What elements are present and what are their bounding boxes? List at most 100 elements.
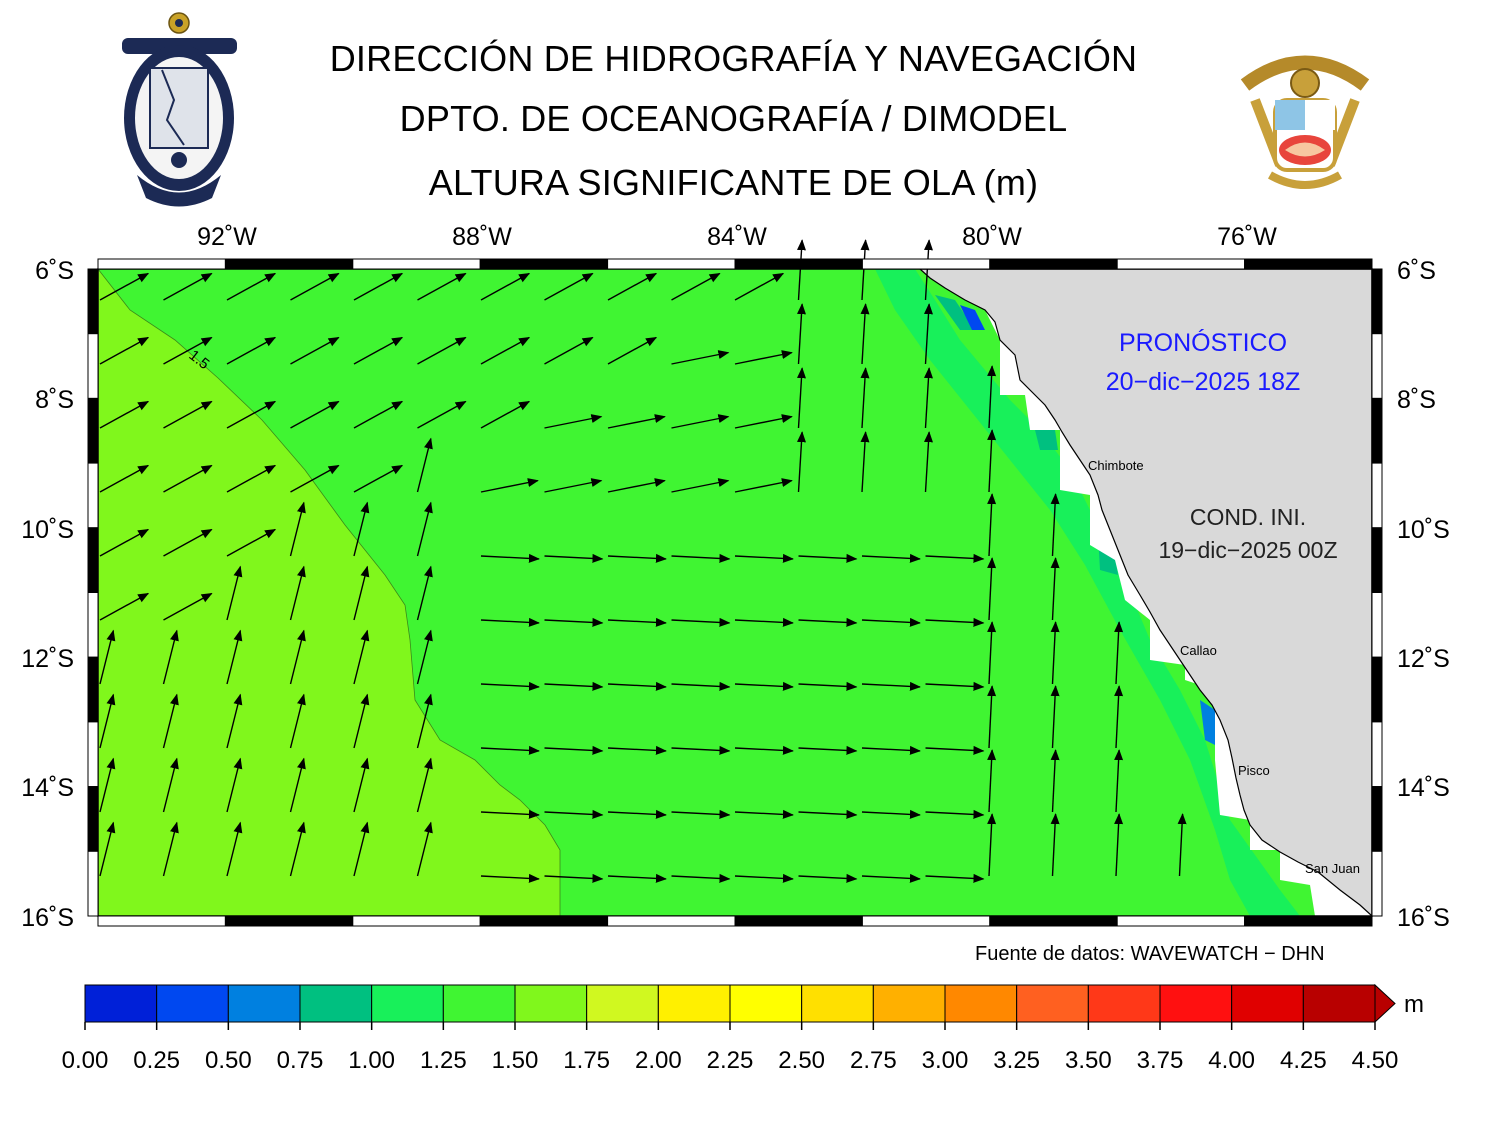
colorbar-swatch (1087, 984, 1161, 1023)
frame-tick-top (1244, 258, 1373, 270)
wave-arrow (1114, 621, 1124, 685)
frame-tick-top (607, 258, 736, 270)
frame-tick-bottom (989, 915, 1118, 927)
wave-arrow (798, 873, 858, 883)
wave-arrow (480, 336, 531, 365)
frame-tick-left (87, 592, 99, 658)
colorbar-swatch (227, 984, 301, 1023)
wave-arrow (416, 757, 433, 813)
wave-arrow (924, 239, 933, 301)
lat-label-16s-left: 16˚S (21, 904, 74, 932)
wave-arrow (289, 629, 306, 685)
wave-arrow (353, 565, 370, 621)
wave-arrow (480, 617, 540, 627)
wave-arrow (987, 813, 997, 877)
wave-arrow (226, 757, 243, 813)
colorbar-swatch (514, 984, 588, 1023)
wave-arrow (607, 272, 658, 301)
frame-tick-right (1371, 721, 1383, 788)
wave-arrow (671, 414, 730, 429)
city-pisco: Pisco (1238, 763, 1270, 778)
wave-arrow (860, 431, 870, 493)
lon-label-88w: 88˚W (452, 223, 512, 251)
wave-arrow (1050, 813, 1060, 877)
wave-arrow (797, 239, 806, 301)
frame-tick-left (87, 333, 99, 399)
sea-patch-0-50 (1200, 700, 1215, 745)
colorbar-tick-label: 2.75 (850, 1047, 897, 1074)
wave-arrow (99, 528, 150, 557)
frame-tick-left (87, 721, 99, 788)
wave-arrow (987, 685, 997, 749)
colorbar-swatch (1159, 984, 1233, 1023)
colorbar-swatch (371, 984, 444, 1023)
wave-arrow (163, 272, 213, 301)
frame-tick-top (479, 258, 609, 270)
wave-arrow (671, 272, 721, 301)
wave-arrow (798, 617, 858, 627)
map-frame (87, 258, 1383, 927)
wave-arrow (290, 272, 340, 301)
wave-arrow (289, 757, 306, 813)
frame-tick-bottom (224, 915, 354, 927)
init-time: 19−dic−2025 00Z (1158, 537, 1337, 563)
wave-arrow (353, 464, 404, 493)
land-peru (919, 269, 1372, 916)
frame-tick-top (352, 258, 481, 270)
frame-tick-right (1371, 656, 1383, 723)
wave-arrow (353, 757, 370, 813)
colorbar-swatch (1016, 984, 1089, 1023)
colorbar-tick-label: 3.00 (922, 1047, 969, 1074)
lon-label-76w: 76˚W (1217, 223, 1277, 251)
wave-arrow (1050, 749, 1060, 813)
frame-tick-top (224, 258, 354, 270)
wave-arrow (861, 553, 921, 563)
wave-arrow (860, 239, 870, 301)
wave-arrow (1114, 685, 1124, 749)
wave-arrow (1050, 685, 1060, 749)
wave-arrow (1050, 557, 1060, 621)
wave-arrow (734, 272, 785, 301)
wave-arrow (671, 478, 730, 493)
wave-arrow (163, 336, 213, 365)
wave-arrow (734, 350, 793, 365)
contour-line-1-5 (98, 269, 561, 916)
colorbar: 0.00 0.25 0.50 0.75 1.00 1.25 1.50 1.75 2.00 2.25… (62, 983, 1398, 1074)
wave-arrow (1177, 813, 1187, 877)
wave-arrow (289, 693, 306, 749)
lat-label-16s-right: 16˚S (1397, 904, 1450, 932)
colorbar-swatch (729, 984, 803, 1023)
colorbar-swatch (657, 984, 731, 1023)
colorbar-tick-label: 2.25 (707, 1047, 754, 1074)
wave-arrow (544, 681, 604, 691)
frame-tick-right (1371, 268, 1383, 335)
lat-label-8s-right: 8˚S (1397, 386, 1436, 414)
wave-arrow (480, 400, 531, 429)
lat-label-10s-right: 10˚S (1397, 516, 1450, 544)
wave-arrow (353, 821, 370, 877)
wave-arrow (289, 565, 306, 621)
init-label: COND. INI. (1190, 504, 1306, 530)
frame-tick-left (87, 462, 99, 529)
sea-patch-0-75 (935, 295, 975, 330)
frame-tick-bottom (861, 915, 991, 927)
wave-arrow (607, 809, 667, 819)
wave-arrow (163, 528, 213, 557)
wave-arrow (162, 629, 179, 685)
frame-tick-left (87, 397, 99, 464)
wave-arrow (671, 745, 731, 755)
wave-arrow (544, 809, 604, 819)
wave-arrow (861, 617, 921, 627)
wave-arrow (480, 745, 540, 755)
sea-region-1-50 (98, 269, 560, 916)
colorbar-swatch (872, 984, 946, 1023)
frame-tick-top (734, 258, 863, 270)
colorbar-swatch (1231, 984, 1304, 1023)
wave-arrow (353, 693, 370, 749)
wave-arrow (353, 336, 404, 365)
wave-arrow (987, 557, 997, 621)
wave-arrow (163, 400, 213, 429)
wave-arrow (544, 336, 594, 365)
lat-label-8s-left: 8˚S (35, 386, 74, 414)
